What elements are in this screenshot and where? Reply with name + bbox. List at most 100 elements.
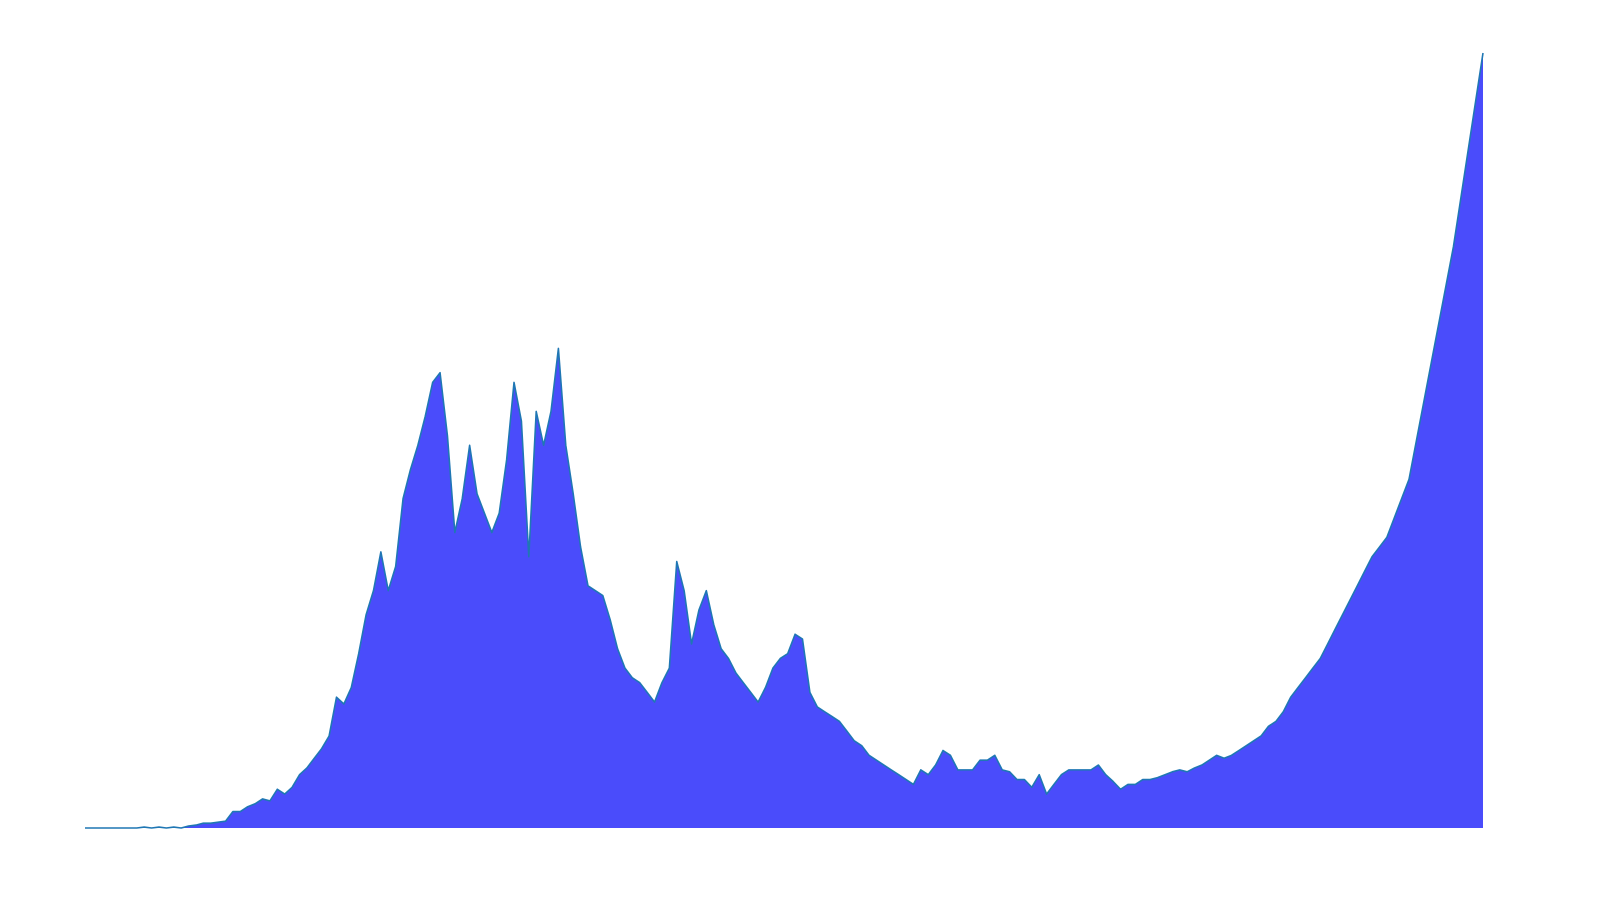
data-point xyxy=(439,372,441,374)
data-point xyxy=(254,803,256,805)
data-point xyxy=(1275,721,1277,723)
data-point xyxy=(890,769,892,771)
data-point xyxy=(1083,769,1085,771)
data-point xyxy=(314,757,316,759)
series-line xyxy=(85,52,1484,829)
data-point xyxy=(1001,769,1003,771)
data-point xyxy=(306,767,308,769)
data-point xyxy=(1319,658,1321,660)
data-point xyxy=(1379,546,1381,548)
data-point xyxy=(772,667,774,669)
data-point xyxy=(1475,101,1477,103)
data-point xyxy=(395,566,397,568)
data-point xyxy=(247,806,249,808)
data-point xyxy=(994,755,996,757)
data-point xyxy=(1246,745,1248,747)
data-point xyxy=(1327,643,1329,645)
data-point xyxy=(713,624,715,626)
data-point xyxy=(513,382,515,384)
data-point xyxy=(905,779,907,781)
data-point xyxy=(1157,777,1159,779)
data-point xyxy=(743,682,745,684)
data-point xyxy=(587,585,589,587)
data-point xyxy=(920,769,922,771)
data-point xyxy=(802,638,804,640)
data-point xyxy=(1482,52,1484,54)
data-point xyxy=(343,703,345,705)
data-point xyxy=(203,822,205,824)
data-point xyxy=(1090,769,1092,771)
data-point xyxy=(1282,711,1284,713)
data-point xyxy=(210,822,212,824)
data-point xyxy=(136,827,138,829)
data-point xyxy=(964,769,966,771)
data-point xyxy=(424,415,426,417)
data-point xyxy=(410,469,412,471)
data-point xyxy=(476,493,478,495)
data-point xyxy=(498,512,500,514)
data-point xyxy=(950,755,952,757)
data-point xyxy=(1127,784,1129,786)
data-point xyxy=(299,774,301,776)
data-point xyxy=(846,730,848,732)
data-point xyxy=(927,774,929,776)
data-point xyxy=(972,769,974,771)
data-point xyxy=(683,590,685,592)
data-point xyxy=(92,827,94,829)
data-point xyxy=(114,827,116,829)
data-point xyxy=(336,696,338,698)
data-point xyxy=(1356,585,1358,587)
data-point xyxy=(1305,677,1307,679)
data-point xyxy=(824,711,826,713)
data-point xyxy=(461,498,463,500)
data-point xyxy=(639,682,641,684)
data-point xyxy=(698,609,700,611)
data-point xyxy=(240,811,242,813)
data-point xyxy=(617,648,619,650)
data-point xyxy=(1105,774,1107,776)
data-point xyxy=(1075,769,1077,771)
data-point xyxy=(284,793,286,795)
data-point xyxy=(750,692,752,694)
data-point xyxy=(1467,149,1469,151)
data-point xyxy=(373,590,375,592)
data-point xyxy=(979,759,981,761)
data-point xyxy=(99,827,101,829)
data-point xyxy=(1024,779,1026,781)
data-point xyxy=(1423,401,1425,403)
data-point xyxy=(173,826,175,828)
data-point xyxy=(1061,774,1063,776)
data-point xyxy=(1098,764,1100,766)
data-point xyxy=(876,759,878,761)
data-point xyxy=(166,827,168,829)
data-point xyxy=(1031,787,1033,789)
data-point xyxy=(706,590,708,592)
data-point xyxy=(1312,667,1314,669)
data-point xyxy=(987,759,989,761)
data-point xyxy=(1401,498,1403,500)
data-point xyxy=(380,551,382,553)
data-point xyxy=(913,784,915,786)
data-point xyxy=(484,512,486,514)
data-point xyxy=(447,435,449,437)
data-point xyxy=(646,692,648,694)
data-point xyxy=(84,827,86,829)
data-point xyxy=(1253,740,1255,742)
data-point xyxy=(1038,774,1040,776)
data-point xyxy=(1186,771,1188,773)
data-point xyxy=(839,721,841,723)
data-point xyxy=(1334,629,1336,631)
data-point xyxy=(816,706,818,708)
data-point xyxy=(358,653,360,655)
data-point xyxy=(543,445,545,447)
data-point xyxy=(1453,246,1455,248)
data-point xyxy=(883,764,885,766)
data-point xyxy=(1223,757,1225,759)
series-area xyxy=(85,53,1483,828)
data-point xyxy=(676,561,678,563)
data-point xyxy=(1445,285,1447,287)
data-point xyxy=(787,653,789,655)
data-point xyxy=(1172,771,1174,773)
data-point xyxy=(1201,764,1203,766)
